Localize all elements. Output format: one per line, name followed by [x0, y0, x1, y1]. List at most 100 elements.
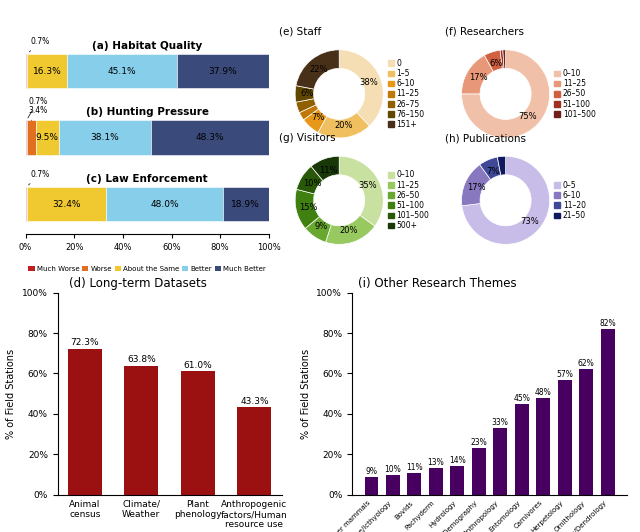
Text: 15%: 15%	[299, 203, 317, 212]
Wedge shape	[296, 50, 339, 89]
Legend: 0–10, 11–25, 26–50, 51–100, 101–500: 0–10, 11–25, 26–50, 51–100, 101–500	[551, 66, 598, 122]
Text: 38%: 38%	[359, 78, 378, 87]
Wedge shape	[326, 215, 375, 244]
Text: 23%: 23%	[470, 438, 487, 447]
Bar	[579, 369, 593, 495]
Wedge shape	[295, 189, 319, 228]
Bar	[28, 187, 106, 221]
Wedge shape	[295, 86, 314, 102]
Bar	[237, 407, 271, 495]
Bar	[493, 428, 508, 495]
Bar	[26, 187, 28, 221]
Bar	[558, 379, 572, 495]
Bar	[26, 120, 28, 155]
Wedge shape	[305, 217, 332, 242]
Legend: 0–10, 11–25, 26–50, 51–100, 101–500, 500+: 0–10, 11–25, 26–50, 51–100, 101–500, 500…	[385, 168, 432, 233]
Text: 0.7%: 0.7%	[29, 170, 50, 185]
Text: 61.0%: 61.0%	[184, 361, 212, 370]
Bar	[451, 467, 465, 495]
Bar	[59, 120, 151, 155]
Bar	[365, 477, 378, 495]
Wedge shape	[311, 156, 339, 180]
Text: (a) Habitat Quality: (a) Habitat Quality	[92, 40, 202, 51]
Bar	[223, 187, 269, 221]
Text: 3.4%: 3.4%	[28, 106, 47, 120]
Text: 45%: 45%	[513, 394, 531, 403]
Text: 37.9%: 37.9%	[209, 66, 237, 76]
Text: 48.0%: 48.0%	[150, 200, 179, 209]
Bar	[28, 54, 67, 88]
Bar	[472, 448, 486, 495]
Wedge shape	[339, 50, 383, 126]
Wedge shape	[461, 165, 491, 206]
Wedge shape	[500, 50, 504, 69]
Text: 32.4%: 32.4%	[52, 200, 81, 209]
Wedge shape	[503, 50, 506, 69]
Bar	[515, 404, 529, 495]
Text: (h) Publications: (h) Publications	[445, 133, 526, 143]
Wedge shape	[300, 105, 319, 120]
Text: 22%: 22%	[310, 65, 328, 74]
Text: 16.3%: 16.3%	[33, 66, 61, 76]
Text: 6%: 6%	[489, 59, 502, 68]
Text: 38.1%: 38.1%	[91, 133, 120, 142]
Text: 33%: 33%	[492, 418, 509, 427]
Bar	[68, 348, 102, 495]
Text: 7%: 7%	[486, 167, 500, 176]
Text: 10%: 10%	[303, 179, 322, 188]
Text: 62%: 62%	[578, 360, 595, 368]
Text: 11%: 11%	[319, 166, 338, 175]
Y-axis label: % of Field Stations: % of Field Stations	[6, 348, 17, 439]
Text: (i) Other Research Themes: (i) Other Research Themes	[358, 277, 516, 290]
Text: 9%: 9%	[365, 467, 378, 476]
Text: 9.5%: 9.5%	[36, 133, 59, 142]
Text: 20%: 20%	[340, 226, 358, 235]
Wedge shape	[461, 55, 493, 94]
Text: 9%: 9%	[315, 222, 328, 231]
Wedge shape	[303, 109, 327, 132]
Bar	[177, 54, 269, 88]
Text: 48.3%: 48.3%	[196, 133, 225, 142]
Text: 72.3%: 72.3%	[70, 338, 99, 347]
Text: 35%: 35%	[358, 181, 377, 190]
Text: 73%: 73%	[520, 217, 539, 226]
Text: 48%: 48%	[535, 388, 552, 397]
Bar	[26, 54, 28, 88]
Text: 43.3%: 43.3%	[240, 397, 269, 405]
Bar	[124, 366, 158, 495]
Y-axis label: % of Field Stations: % of Field Stations	[301, 348, 311, 439]
Bar	[28, 120, 36, 155]
Text: (e) Staff: (e) Staff	[278, 27, 321, 37]
Text: 11%: 11%	[406, 462, 423, 471]
Wedge shape	[296, 167, 323, 194]
Text: 18.9%: 18.9%	[232, 200, 260, 209]
Wedge shape	[462, 156, 550, 244]
Wedge shape	[339, 156, 383, 226]
Text: (b) Hunting Pressure: (b) Hunting Pressure	[86, 107, 209, 117]
Text: 82%: 82%	[600, 319, 616, 328]
Text: 57%: 57%	[556, 370, 573, 379]
Bar	[386, 475, 400, 495]
Legend: 0, 1–5, 6–10, 11–25, 26–75, 76–150, 151+: 0, 1–5, 6–10, 11–25, 26–75, 76–150, 151+	[385, 56, 428, 132]
Wedge shape	[296, 98, 316, 113]
Bar	[601, 329, 614, 495]
Bar	[67, 54, 177, 88]
Text: 20%: 20%	[334, 121, 353, 130]
Text: 13%: 13%	[428, 459, 444, 468]
Text: (f) Researchers: (f) Researchers	[445, 27, 524, 37]
Bar	[408, 472, 421, 495]
Text: 14%: 14%	[449, 456, 466, 466]
Wedge shape	[480, 157, 501, 180]
Wedge shape	[461, 50, 550, 138]
Text: 7%: 7%	[312, 113, 325, 122]
Bar	[151, 120, 269, 155]
Bar	[429, 469, 443, 495]
Text: 6%: 6%	[301, 89, 314, 98]
Text: 0.7%: 0.7%	[28, 97, 47, 118]
Bar	[181, 371, 215, 495]
Text: 17%: 17%	[467, 183, 486, 192]
Bar	[536, 398, 550, 495]
Text: (c) Law Enforcement: (c) Law Enforcement	[86, 173, 208, 184]
Legend: Much Worse, Worse, About the Same, Better, Much Better: Much Worse, Worse, About the Same, Bette…	[26, 263, 269, 275]
Text: 10%: 10%	[385, 464, 401, 473]
